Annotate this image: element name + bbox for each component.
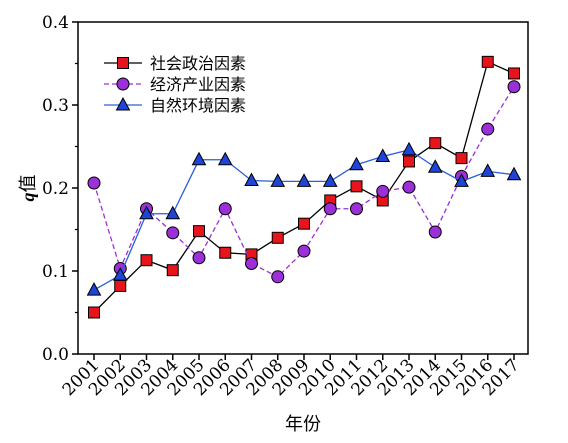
data-point — [508, 67, 520, 80]
data-point — [428, 225, 442, 239]
data-point — [193, 225, 205, 238]
data-point — [455, 152, 468, 165]
data-point — [480, 163, 496, 177]
data-point — [298, 217, 310, 230]
data-point — [403, 155, 415, 168]
data-point — [140, 254, 153, 267]
y-tick-label: 0.3 — [42, 96, 69, 116]
y-tick-label: 0.2 — [42, 179, 69, 199]
data-point — [166, 226, 180, 240]
data-point — [271, 231, 284, 244]
data-point — [481, 122, 495, 136]
data-point — [245, 257, 258, 271]
data-point — [219, 246, 232, 259]
data-point — [402, 180, 416, 194]
data-point — [217, 151, 233, 166]
plot-frame — [77, 21, 529, 355]
y-axis: 0.0 0.1 0.2 0.3 0.4 — [42, 13, 78, 365]
data-point — [323, 202, 337, 216]
data-point — [218, 202, 232, 216]
series-2 — [87, 80, 521, 284]
data-point — [87, 176, 101, 190]
y-axis-title-rest: 值 — [18, 175, 39, 193]
data-point — [322, 173, 338, 187]
x-axis: 2001200220032004200520062007200820092010… — [59, 354, 524, 400]
data-point — [296, 173, 312, 187]
data-point — [454, 173, 469, 187]
series-layer — [86, 55, 522, 319]
data-point — [192, 251, 206, 265]
data-point — [401, 141, 417, 156]
y-tick-label: 0.1 — [42, 262, 69, 282]
data-point — [506, 166, 522, 181]
data-point — [376, 184, 390, 198]
y-tick-label: 0.4 — [42, 13, 69, 33]
data-point — [139, 205, 154, 220]
data-point — [270, 173, 286, 187]
legend-label: 经济产业因素 — [150, 75, 246, 94]
data-point — [166, 264, 179, 277]
data-point — [114, 279, 127, 292]
y-axis-title-q: q — [18, 193, 38, 202]
data-point — [165, 205, 181, 220]
series-3 — [86, 141, 522, 296]
data-point — [350, 202, 363, 216]
data-point — [427, 159, 443, 173]
data-point — [429, 137, 442, 150]
data-point — [350, 180, 363, 193]
legend-marker — [116, 77, 130, 91]
data-point — [297, 244, 311, 258]
data-point — [112, 267, 128, 281]
legend-marker — [117, 57, 129, 69]
data-point — [191, 151, 207, 166]
y-tick-label: 0.0 — [42, 345, 69, 365]
data-point — [349, 156, 364, 171]
series-1 — [88, 55, 520, 319]
data-point — [88, 306, 100, 319]
data-point — [481, 55, 494, 68]
data-point — [244, 172, 259, 187]
data-point — [86, 282, 102, 296]
y-axis-title: q值 — [18, 175, 39, 202]
data-point — [507, 80, 521, 94]
legend-marker — [115, 96, 131, 111]
legend-label: 社会政治因素 — [150, 54, 246, 73]
data-point — [271, 270, 285, 284]
x-axis-title: 年份 — [285, 414, 321, 435]
data-point — [375, 148, 391, 162]
legend-label: 自然环境因素 — [150, 96, 246, 115]
